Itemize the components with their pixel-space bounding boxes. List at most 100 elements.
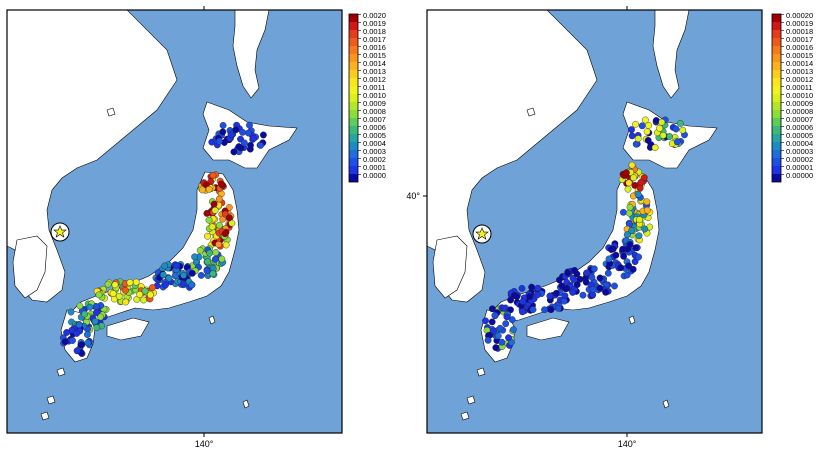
station-dot — [534, 284, 542, 292]
station-dot — [122, 298, 130, 306]
station-dot — [641, 116, 649, 124]
station-dot — [76, 302, 84, 310]
station-dot — [198, 186, 206, 194]
colorbar-label: 0.0009 — [363, 99, 386, 108]
colorbar-swatch — [349, 22, 358, 30]
colorbar-swatch — [772, 158, 781, 166]
right-frame-ticks — [423, 6, 628, 437]
station-dot — [205, 185, 213, 193]
station-dot — [496, 324, 504, 332]
station-dot — [596, 284, 604, 292]
colorbar-swatch — [349, 110, 358, 118]
colorbar-label: 0.0020 — [363, 11, 386, 20]
station-dot — [218, 255, 226, 263]
station-dot — [203, 267, 211, 275]
station-dot — [484, 336, 492, 344]
station-dot — [111, 281, 119, 289]
colorbar-swatch — [349, 118, 358, 126]
station-dot — [492, 344, 500, 351]
station-dot — [564, 269, 572, 277]
station-dot — [179, 280, 187, 288]
station-dot — [488, 318, 496, 326]
station-dot — [162, 281, 169, 289]
colorbar-swatch — [772, 174, 781, 182]
station-dot — [208, 138, 216, 146]
colorbar-swatch — [772, 110, 781, 118]
station-dot — [546, 292, 554, 300]
station-dot — [490, 327, 497, 335]
station-dot — [534, 291, 541, 299]
station-dot — [659, 132, 667, 139]
station-dot — [508, 316, 516, 323]
station-dot — [67, 308, 75, 316]
station-dot — [547, 306, 555, 313]
colorbar-swatch — [349, 86, 358, 94]
station-dot — [196, 246, 204, 254]
station-dot — [97, 313, 105, 321]
station-dot — [628, 161, 636, 169]
station-dot — [636, 184, 644, 192]
station-dot — [208, 223, 216, 231]
station-dot — [205, 216, 213, 224]
station-dot — [640, 174, 648, 182]
station-dot — [502, 320, 510, 328]
station-dot — [92, 303, 100, 310]
station-dot — [491, 311, 499, 319]
colorbar-label: 0.00015 — [786, 51, 813, 60]
colorbar-label: 0.00002 — [786, 155, 813, 164]
colorbar-label: 0.00017 — [786, 35, 813, 44]
station-dot — [68, 326, 76, 334]
station-dot — [588, 273, 596, 281]
colorbar-label: 0.0017 — [363, 35, 386, 44]
colorbar-swatch — [349, 30, 358, 38]
star-icon — [475, 227, 489, 240]
station-dot — [643, 206, 651, 214]
colorbar-label: 0.0004 — [363, 139, 386, 148]
station-dot — [132, 278, 140, 286]
station-dot — [197, 271, 205, 279]
right-lon-tick-label: 140° — [618, 439, 637, 449]
colorbar-swatch — [772, 70, 781, 78]
station-dot — [625, 209, 633, 217]
station-dot — [77, 341, 85, 349]
station-dot — [109, 290, 117, 297]
station-dot — [210, 200, 218, 208]
station-dot — [619, 208, 627, 216]
colorbar-label: 0.0010 — [363, 91, 386, 100]
colorbar-swatch — [772, 38, 781, 46]
station-dot — [658, 118, 666, 126]
colorbar-label: 0.0018 — [363, 27, 386, 36]
epicenter-marker — [472, 224, 492, 244]
colorbar-label: 0.00016 — [786, 43, 813, 52]
station-dot — [555, 304, 562, 312]
station-dot — [666, 133, 674, 140]
station-dot — [679, 126, 687, 134]
colorbar-label: 0.00012 — [786, 75, 813, 84]
station-dot — [230, 148, 238, 156]
station-dot — [225, 214, 233, 222]
colorbar-label: 0.0006 — [363, 123, 386, 132]
station-dot — [656, 124, 664, 132]
colorbar-label: 0.00020 — [786, 11, 813, 20]
left-colorbar: 0.00200.00190.00180.00170.00160.00150.00… — [348, 11, 386, 183]
station-dot — [246, 121, 253, 129]
station-dot — [643, 198, 651, 206]
colorbar-label: 0.00006 — [786, 123, 813, 132]
station-dot — [644, 136, 652, 144]
station-dot — [61, 338, 69, 346]
station-dot — [552, 289, 560, 297]
station-dot — [579, 291, 587, 299]
station-dot — [629, 265, 637, 273]
station-dot — [638, 122, 646, 130]
station-dot — [204, 258, 212, 266]
station-dot — [215, 240, 223, 248]
station-dot — [222, 241, 230, 249]
station-dot — [607, 246, 615, 253]
colorbar-swatch — [349, 150, 358, 158]
colorbar-label: 0.00008 — [786, 107, 813, 116]
station-dot — [482, 317, 489, 325]
station-dot — [141, 287, 149, 295]
station-dot — [81, 310, 89, 318]
colorbar-label: 0.0008 — [363, 107, 386, 116]
